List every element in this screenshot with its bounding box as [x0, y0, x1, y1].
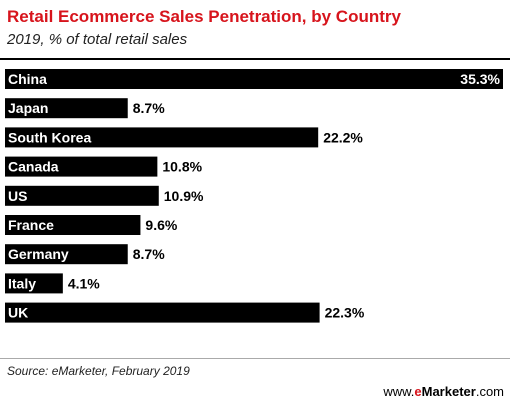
brand-suffix: .com	[475, 384, 504, 399]
category-label: US	[8, 188, 27, 204]
value-label: 4.1%	[68, 275, 100, 291]
value-label: 9.6%	[145, 217, 177, 233]
value-label: 35.3%	[460, 71, 500, 87]
bar-chart: China 35.3% Japan 8.7% South Korea 22.2% Canad…	[5, 69, 503, 323]
top-divider	[0, 58, 510, 60]
category-label: Germany	[8, 246, 69, 262]
bar-france	[5, 215, 141, 235]
bar-japan	[5, 98, 128, 119]
bar-canada	[5, 156, 158, 177]
value-label: 22.3%	[325, 305, 365, 321]
brand-prefix: www.	[383, 384, 415, 399]
bar-china	[5, 69, 503, 89]
value-label: 8.7%	[133, 100, 165, 116]
brand-logo: www.eMarketer.com	[383, 384, 504, 399]
brand-name: Marketer	[421, 384, 476, 399]
category-label: UK	[8, 305, 28, 321]
bar-south-korea	[5, 127, 319, 148]
bar-italy	[5, 273, 63, 294]
brand-accent: e	[414, 384, 422, 399]
bar-germany	[5, 244, 128, 265]
category-label: Japan	[8, 100, 48, 116]
category-label: France	[8, 217, 54, 233]
category-label: Italy	[8, 275, 36, 291]
chart-subtitle: 2019, % of total retail sales	[7, 31, 188, 48]
source-note: Source: eMarketer, February 2019	[7, 364, 190, 378]
category-label: Canada	[8, 159, 59, 175]
value-label: 22.2%	[323, 129, 363, 145]
value-label: 8.7%	[133, 246, 165, 262]
bottom-divider	[0, 358, 510, 359]
value-label: 10.8%	[162, 159, 202, 175]
category-label: China	[8, 71, 47, 87]
chart-title: Retail Ecommerce Sales Penetration, by C…	[7, 7, 401, 26]
bar-us	[5, 185, 159, 206]
bar-uk	[5, 302, 320, 323]
category-label: South Korea	[8, 129, 91, 145]
value-label: 10.9%	[164, 188, 204, 204]
